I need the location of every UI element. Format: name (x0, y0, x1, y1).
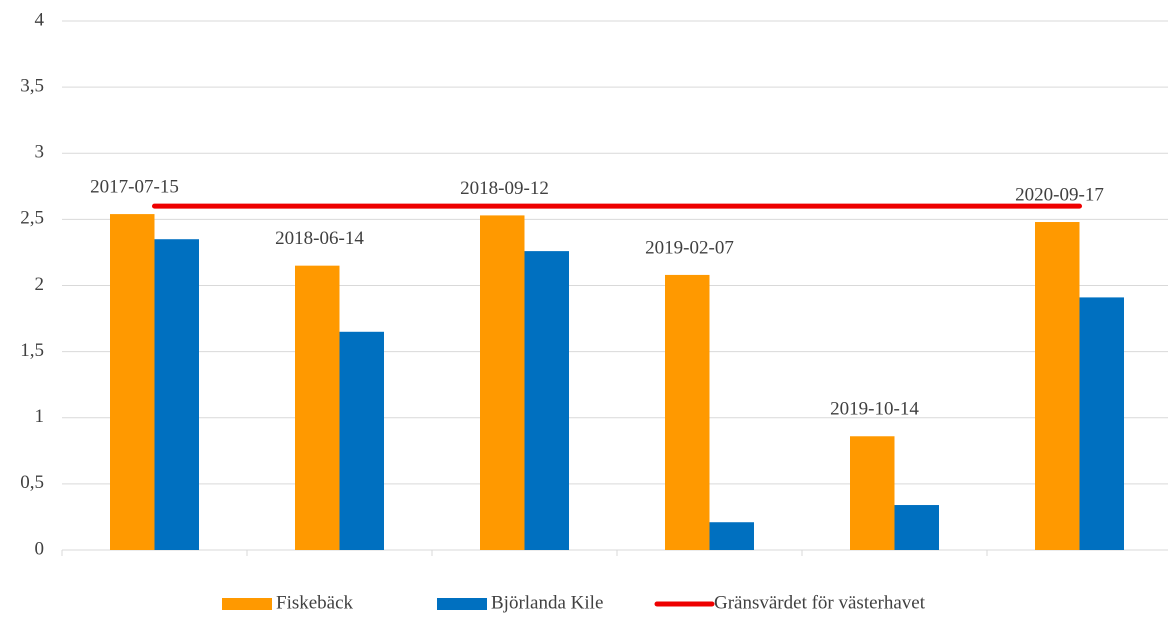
category-label: 2019-02-07 (645, 237, 734, 258)
category-label: 2018-06-14 (275, 228, 364, 249)
y-tick-label: 4 (35, 9, 45, 30)
bar (850, 436, 895, 550)
bar (524, 251, 569, 551)
legend-label: Gränsvärdet för västerhavet (714, 592, 926, 613)
category-label: 2020-09-17 (1015, 184, 1104, 205)
bar (110, 214, 155, 550)
y-tick-label: 0,5 (20, 472, 44, 493)
bar (154, 239, 199, 550)
category-label: 2018-09-12 (460, 178, 549, 199)
bar (709, 522, 754, 550)
y-tick-label: 1 (35, 406, 45, 427)
bar (339, 331, 384, 550)
bar (295, 265, 340, 550)
y-tick-label: 3,5 (20, 75, 44, 96)
y-tick-label: 3 (35, 142, 45, 163)
y-tick-label: 2 (35, 274, 45, 295)
legend-label: Fiskebäck (276, 592, 354, 613)
category-label: 2017-07-15 (90, 176, 179, 197)
y-tick-label: 0 (35, 538, 45, 559)
bar (1079, 297, 1124, 550)
bar (480, 215, 525, 550)
bar (894, 505, 939, 550)
bar (665, 274, 710, 550)
y-tick-label: 2,5 (20, 208, 44, 229)
legend-swatch (222, 598, 272, 610)
category-label: 2019-10-14 (830, 399, 919, 420)
legend-label: Björlanda Kile (491, 592, 603, 613)
y-tick-label: 1,5 (20, 340, 44, 361)
bar (1035, 222, 1080, 550)
legend-swatch (437, 598, 487, 610)
